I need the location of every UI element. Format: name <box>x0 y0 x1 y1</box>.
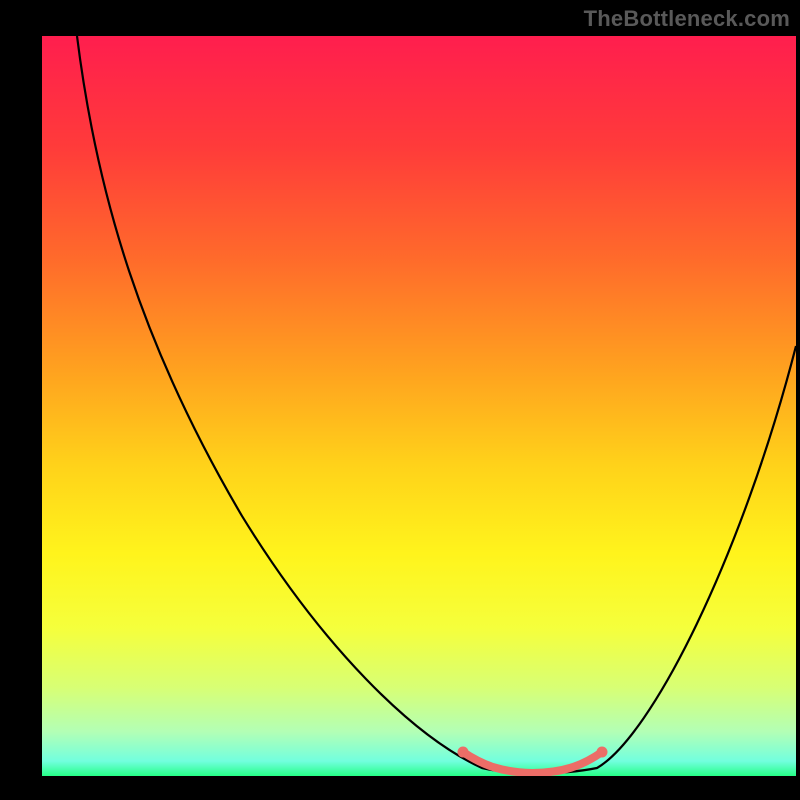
plot-area <box>42 36 796 776</box>
highlight-dot-left <box>458 747 469 758</box>
chart-container: TheBottleneck.com <box>0 0 800 800</box>
highlight-dot-right <box>597 747 608 758</box>
chart-svg <box>42 36 796 776</box>
gradient-background <box>42 36 796 776</box>
watermark-text: TheBottleneck.com <box>584 6 790 32</box>
